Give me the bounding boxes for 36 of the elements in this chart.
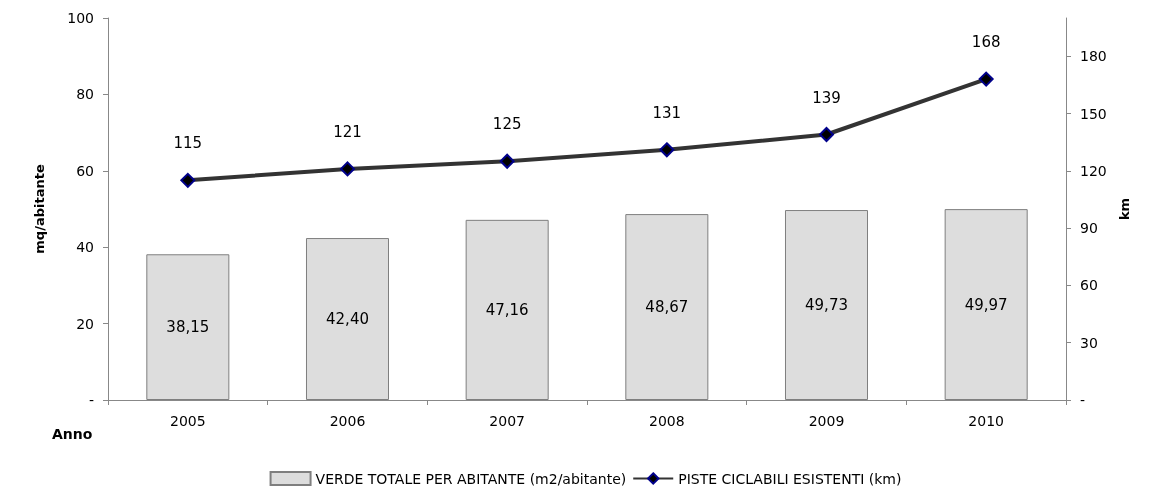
x-axis-title: Anno xyxy=(52,426,93,442)
y2-tick-label: 60 xyxy=(1080,277,1098,294)
x-tick-label: 2007 xyxy=(489,413,525,429)
y2-tick-label: - xyxy=(1080,392,1086,408)
x-tick-label: 2009 xyxy=(808,413,845,429)
data-label: 125 xyxy=(492,115,522,134)
y-tick-label: 100 xyxy=(67,10,94,26)
data-label: 42,40 xyxy=(326,310,369,329)
y-tick-label: 40 xyxy=(76,239,94,256)
y2-tick-label: 120 xyxy=(1080,162,1107,179)
y-axis-title: mq/abitante xyxy=(32,164,47,254)
data-label: 47,16 xyxy=(485,300,529,319)
legend-label: VERDE TOTALE PER ABITANTE (m2/abitante) xyxy=(315,470,627,487)
y2-tick-label: 30 xyxy=(1080,334,1098,351)
x-tick-label: 2006 xyxy=(329,413,366,429)
y2-axis-title: km xyxy=(1116,197,1132,221)
data-label: 38,15 xyxy=(166,318,210,337)
y-tick-label: 80 xyxy=(76,86,94,103)
data-label: 139 xyxy=(812,88,841,107)
data-label: 49,73 xyxy=(805,296,848,315)
data-label: 115 xyxy=(173,134,203,153)
y2-tick-label: 180 xyxy=(1080,48,1107,65)
y-tick-label: 20 xyxy=(76,315,94,332)
x-tick-label: 2005 xyxy=(170,413,206,429)
y2-tick-label: 90 xyxy=(1080,220,1098,237)
data-label: 131 xyxy=(652,103,682,122)
data-label: 49,97 xyxy=(964,295,1008,314)
y-tick-label: 60 xyxy=(76,162,94,179)
y2-tick-label: 150 xyxy=(1080,105,1107,122)
y-tick-label: - xyxy=(88,392,94,408)
legend-label: PISTE CICLABILI ESISTENTI (km) xyxy=(678,470,902,487)
data-label: 121 xyxy=(333,122,362,141)
data-label: 168 xyxy=(971,33,1001,52)
x-tick-label: 2010 xyxy=(968,413,1004,429)
x-tick-label: 2008 xyxy=(649,413,685,429)
data-label: 48,67 xyxy=(645,298,689,317)
